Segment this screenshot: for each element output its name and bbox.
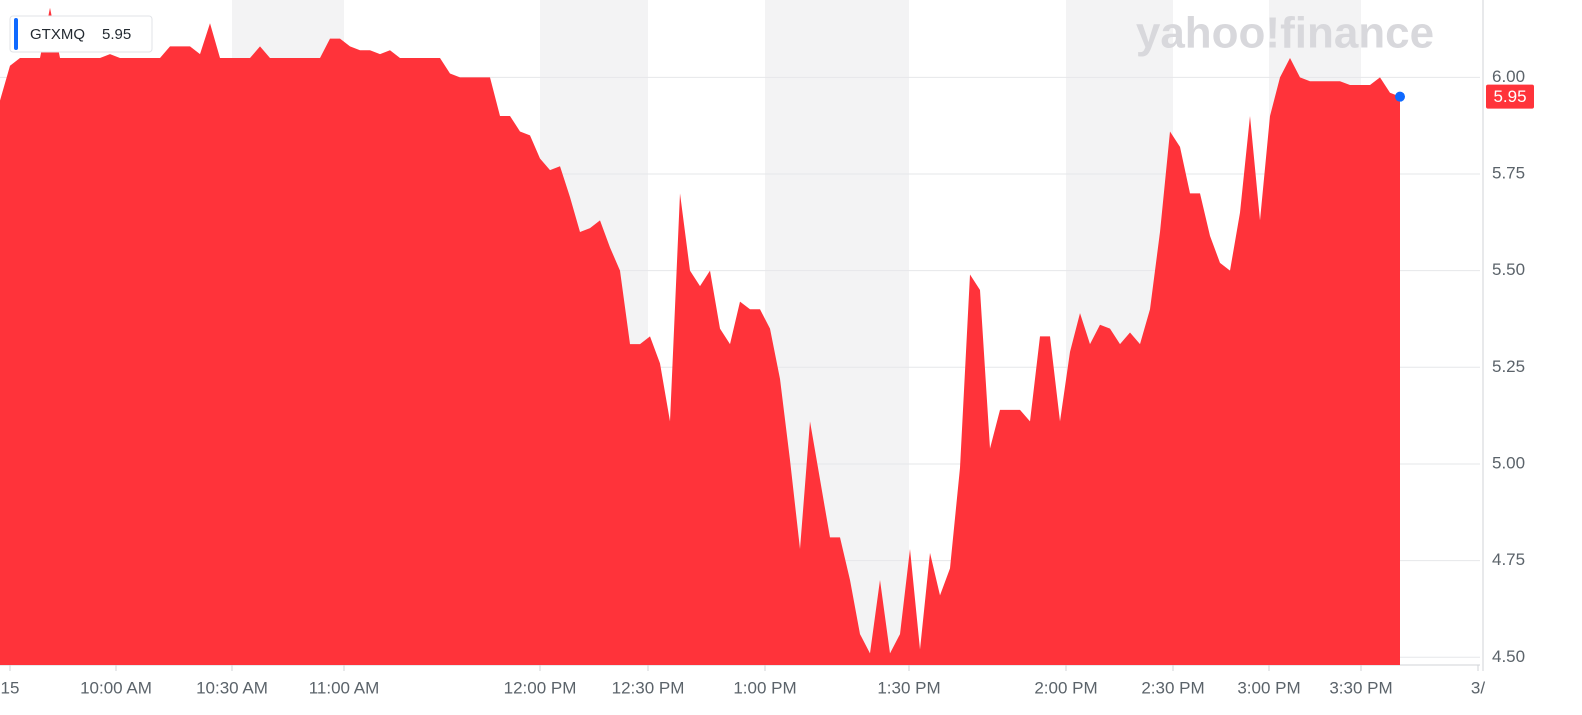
y-tick-label: 5.00 <box>1492 453 1525 472</box>
x-tick-label: 10:00 AM <box>80 678 152 697</box>
watermark: yahoo!finance <box>1136 9 1434 58</box>
y-tick-label: 4.50 <box>1492 647 1525 666</box>
x-tick-label: 2:00 PM <box>1034 678 1097 697</box>
x-tick-label: 3:30 PM <box>1329 678 1392 697</box>
x-tick-label: 11:00 AM <box>309 678 380 697</box>
x-tick-label: 1:30 PM <box>877 678 940 697</box>
x-tick-label: 2:30 PM <box>1141 678 1204 697</box>
y-tick-label: 5.75 <box>1492 163 1525 182</box>
y-tick-label: 5.25 <box>1492 357 1525 376</box>
legend-swatch <box>14 18 18 50</box>
x-tick-label: 12:00 PM <box>504 678 577 697</box>
price-tag-label: 5.95 <box>1493 87 1526 106</box>
plot: 5.95 <box>0 7 1534 666</box>
grid: 4.50 4.75 5.00 5.25 5.50 5.75 6.00 15 10:00 AM 10… <box>0 0 1525 697</box>
y-tick-label: 5.50 <box>1492 260 1525 279</box>
x-tick-label: 10:30 AM <box>196 678 268 697</box>
legend: GTXMQ 5.95 <box>9 15 153 53</box>
y-tick-label: 4.75 <box>1492 550 1525 569</box>
x-tick-label: 1:00 PM <box>733 678 796 697</box>
price-tag <box>1486 84 1534 109</box>
last-point <box>1395 91 1405 102</box>
x-tick-label: 3:00 PM <box>1237 678 1300 697</box>
x-tick-label: 12:30 PM <box>612 678 685 697</box>
x-tick-label: 15 <box>1 678 20 697</box>
legend-name: GTXMQ <box>30 26 85 43</box>
y-tick-label: 6.00 <box>1492 67 1525 86</box>
legend-box <box>9 15 153 53</box>
x-tick-label: 3/ <box>1471 678 1485 697</box>
area <box>0 7 1400 666</box>
legend-value: 5.95 <box>102 26 131 43</box>
